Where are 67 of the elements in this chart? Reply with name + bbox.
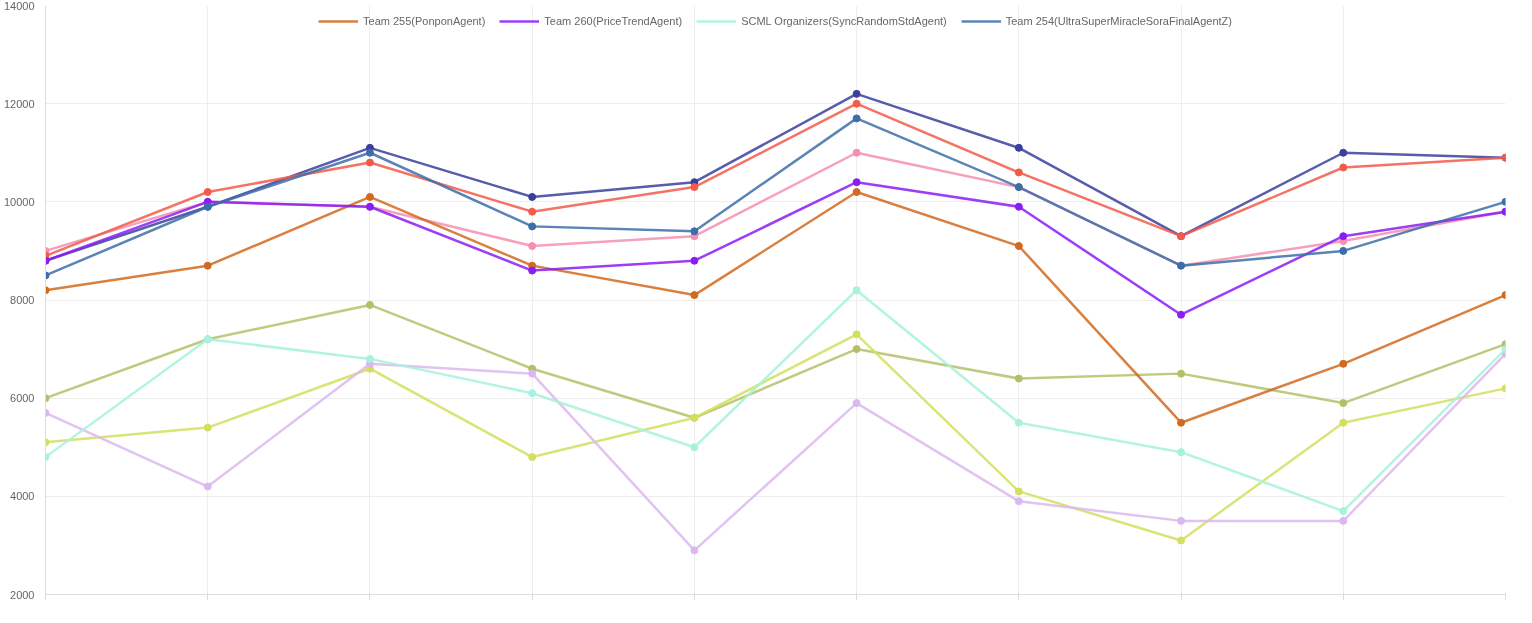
- point: [1177, 516, 1186, 525]
- point: [1177, 418, 1186, 427]
- legend-label: Team 254(UltraSuperMiracleSoraFinalAgentZ): [1005, 15, 1232, 27]
- point: [852, 399, 861, 408]
- point: [365, 300, 374, 309]
- point: [528, 389, 537, 398]
- point: [1177, 369, 1186, 378]
- point: [1339, 507, 1348, 516]
- point: [690, 256, 699, 265]
- point: [690, 183, 699, 192]
- point: [1339, 148, 1348, 157]
- point: [1339, 516, 1348, 525]
- point: [528, 222, 537, 231]
- y-tick-label: 4000: [10, 490, 35, 503]
- point: [1339, 399, 1348, 408]
- point: [365, 354, 374, 363]
- point: [365, 158, 374, 167]
- point: [690, 546, 699, 555]
- point: [528, 453, 537, 462]
- point: [1014, 487, 1023, 496]
- point: [1014, 418, 1023, 427]
- point: [852, 89, 861, 98]
- point: [1339, 232, 1348, 241]
- point: [203, 188, 212, 197]
- point: [365, 192, 374, 201]
- point: [852, 330, 861, 339]
- y-tick-label: 8000: [10, 294, 35, 306]
- point: [852, 114, 861, 123]
- point: [690, 291, 699, 300]
- legend-label: SCML Organizers(SyncRandomStdAgent): [741, 15, 947, 27]
- point: [1339, 246, 1348, 255]
- point: [203, 423, 212, 432]
- point: [1014, 242, 1023, 250]
- point: [852, 345, 861, 354]
- point: [1014, 374, 1023, 383]
- point: [1014, 168, 1023, 177]
- point: [1014, 143, 1023, 152]
- point: [203, 482, 212, 491]
- point: [852, 286, 861, 295]
- point: [852, 99, 861, 108]
- point: [1014, 497, 1023, 506]
- point: [1339, 418, 1348, 427]
- point: [528, 242, 537, 250]
- point: [528, 369, 537, 378]
- point: [1339, 163, 1348, 172]
- point: [1339, 359, 1348, 368]
- point: [852, 178, 861, 187]
- point: [852, 148, 861, 157]
- point: [1177, 536, 1186, 545]
- y-tick-label: 2000: [10, 588, 35, 601]
- y-tick-label: 12000: [3, 97, 35, 110]
- point: [1177, 448, 1186, 457]
- point: [690, 443, 699, 452]
- point: [1177, 310, 1186, 319]
- point: [365, 148, 374, 157]
- point: [528, 266, 537, 275]
- point: [528, 207, 537, 216]
- legend-label: Team 255(PonponAgent): [363, 15, 486, 27]
- y-tick-label: 6000: [10, 392, 35, 405]
- point: [852, 188, 861, 197]
- point: [528, 192, 537, 201]
- point: [203, 261, 212, 270]
- point: [1014, 202, 1023, 211]
- point: [690, 227, 699, 236]
- y-tick-label: 14000: [3, 0, 35, 12]
- y-tick-label: 10000: [3, 195, 35, 208]
- legend-label: Team 260(PriceTrendAgent): [544, 15, 683, 27]
